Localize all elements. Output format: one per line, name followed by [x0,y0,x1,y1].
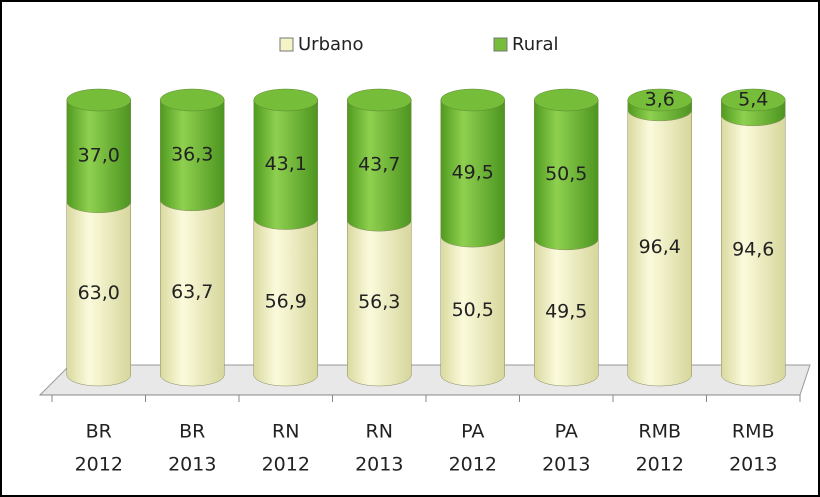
cylinder-segment [160,99,225,212]
x-tick-label: 2013 [542,454,590,476]
cylinder-segment [66,99,131,213]
value-label: 50,5 [452,299,494,321]
cylinder-top [534,88,599,112]
value-label: 94,6 [732,238,774,260]
legend-swatch [493,37,508,52]
cylinder-segment [253,218,318,387]
value-label: 43,7 [358,154,400,176]
x-tick-label: PA [461,421,484,443]
x-tick-label: 2012 [75,454,123,476]
cylinder-segment [534,238,599,387]
value-label: 49,5 [545,300,587,322]
cylinder-top [440,88,505,112]
value-label: 56,3 [358,291,400,313]
value-label: 49,5 [452,162,494,184]
cylinder-top [66,88,131,112]
cylinder-segment [721,114,786,387]
value-label: 5,4 [738,89,768,111]
x-tick-label: RMB [732,421,775,443]
value-label: 63,7 [171,281,213,303]
cylinder-segment [66,201,131,387]
value-label: 50,5 [545,163,587,185]
x-tick-label: 2012 [262,454,310,476]
cylinder-segment [347,99,412,232]
legend-swatch [279,37,294,52]
x-tick-label: 2012 [636,454,684,476]
x-tick-label: BR [179,421,205,443]
value-label: 37,0 [78,144,120,166]
value-label: 96,4 [639,236,681,258]
value-label: 56,9 [265,290,307,312]
x-tick-label: 2013 [168,454,216,476]
cylinder-segment [627,109,692,387]
cylinder-segment [347,219,412,387]
cylinder-segment [440,235,505,387]
cylinder-top [253,88,318,112]
floor [38,364,811,396]
x-tick-label: 2012 [449,454,497,476]
cylinder-segment [253,99,318,230]
value-label: 3,6 [645,89,675,111]
x-tick-label: BR [86,421,112,443]
cylinder-top [721,88,786,112]
x-tick-label: 2013 [355,454,403,476]
cylinder-segment [534,99,599,251]
x-tick-label: PA [555,421,578,443]
cylinder-segment [160,199,225,387]
x-tick-label: RMB [638,421,681,443]
cylinder-top [627,88,692,112]
legend-label: Rural [512,34,559,55]
cylinder-top [160,88,225,112]
x-tick-label: RN [366,421,393,443]
value-label: 36,3 [171,143,213,165]
x-tick-label: RN [272,421,299,443]
x-tick-label: 2013 [729,454,777,476]
value-label: 63,0 [78,282,120,304]
cylinder-top [347,88,412,112]
cylinder-segment [440,99,505,248]
value-label: 43,1 [265,153,307,175]
legend-label: Urbano [298,34,363,55]
